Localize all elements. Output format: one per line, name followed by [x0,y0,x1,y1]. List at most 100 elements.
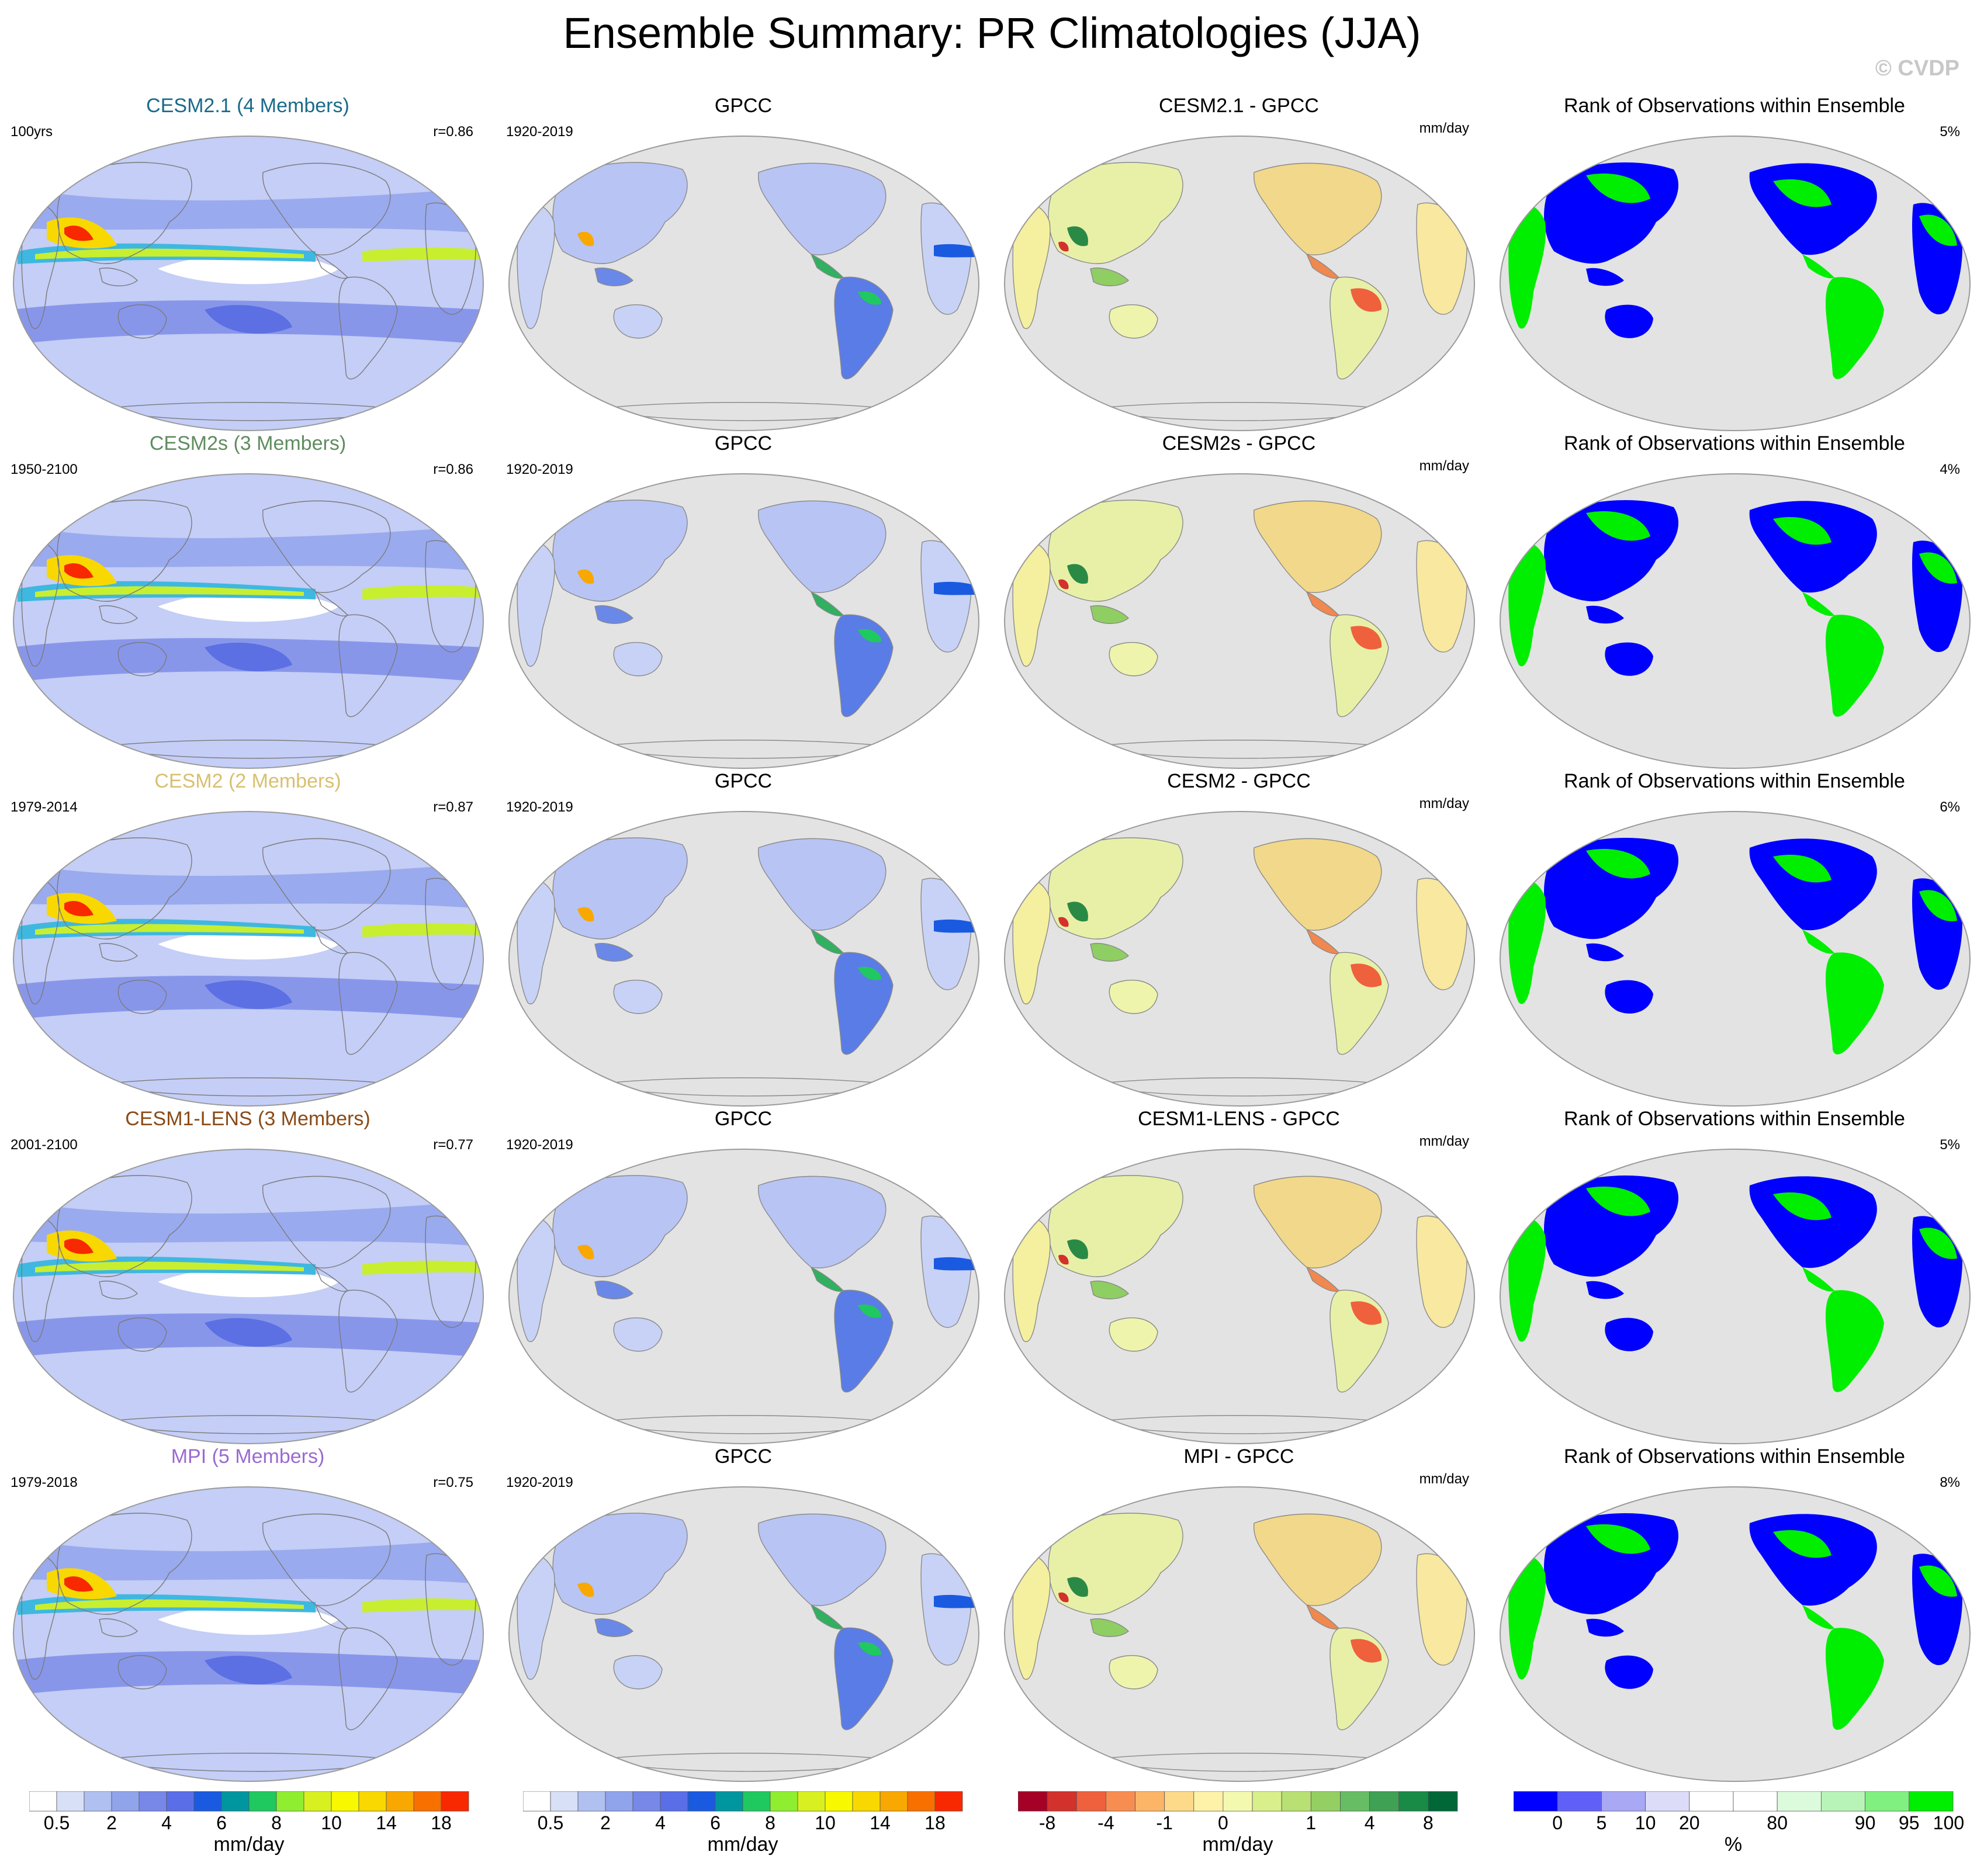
rank-green-na [1773,179,1831,207]
band-midlat-north [13,187,483,234]
colorbar-tick-label: 4 [655,1812,666,1833]
land-australia [1605,1655,1653,1689]
land-europeAfrica [517,202,555,330]
land-asia [1544,162,1679,264]
globe-outline [1500,1486,1971,1782]
diff-dry-amazon [1351,1301,1382,1325]
diff-dry-amazon [1351,626,1382,650]
colorbar-swatches [523,1791,963,1812]
land-northAmerica [1253,1513,1382,1606]
diff-title: CESM2s - GPCC [1162,432,1316,455]
colorbar-swatch [1135,1791,1165,1812]
correlation-label: r=0.86 [433,462,473,477]
land-australia [117,304,167,339]
land-southAmerica [338,1627,398,1731]
obs-globe-map [508,473,979,769]
band-south-pacific [205,1655,292,1685]
colorbar-swatches [1018,1791,1458,1812]
land-northAmerica [757,162,887,255]
land-antarctica [1090,402,1389,421]
land-australia [1109,1317,1158,1352]
colorbar-swatch [221,1791,250,1812]
land-europeAfrica [517,1552,555,1680]
colorbar-tick-label: 0 [1552,1812,1563,1833]
obs-title: GPCC [714,770,773,792]
figure-title: Ensemble Summary: PR Climatologies (JJA) [563,9,1421,57]
colorbar-tick-label: 100 [1933,1812,1965,1833]
land-europeAfrica [1508,878,1546,1004]
rank-green-siberia [1586,1186,1650,1216]
colorbar-tick-label: 1 [1306,1812,1317,1833]
colorbar-swatch [825,1791,853,1812]
period-label: 1920-2019 [506,124,573,140]
unit-label: mm/day [1419,796,1469,812]
rank-green-siberia [1586,173,1650,203]
atlantic-obs [934,1594,978,1608]
land-europeAfrica [1508,540,1546,667]
rank-globe-map [1500,473,1971,769]
land-northAmerica [1253,500,1382,593]
atlantic-obs [934,581,978,595]
diff-dry-amazon [1351,288,1382,312]
land-northAmerica [262,1175,391,1268]
panel-obs-row3: GPCC 1920-2019 [496,770,991,1108]
colorbar-tick-label: 4 [161,1812,172,1833]
colorbar-swatch [1223,1791,1253,1812]
colorbar-swatch [1076,1791,1106,1812]
panel-rank-row2: Rank of Observations within Ensemble 4% [1487,432,1982,770]
colorbar-swatch [303,1791,332,1812]
rank-green-na [1773,516,1831,545]
land-maritime [594,605,634,624]
colorbar-swatch [880,1791,908,1812]
panel-obs-row4: GPCC 1920-2019 [496,1108,991,1445]
land-australia [117,641,167,677]
obs-title: GPCC [714,1108,773,1130]
band-south-pacific [205,980,292,1010]
period-label: 1979-2018 [11,1475,78,1490]
amazon-obs [858,1304,881,1318]
itcz-atlantic [362,585,482,599]
colorbar-swatch [331,1791,359,1812]
diff-globe-map [1004,811,1475,1107]
panel-model-row3: CESM2 (2 Members) 1979-2014 r=0.87 [0,770,496,1108]
land-southAmerica [1826,1628,1884,1730]
land-southAmerica [1826,952,1884,1055]
diff-globe-map [1004,136,1475,431]
diff-title: MPI - GPCC [1183,1445,1294,1468]
land-centralAm [1802,1267,1834,1292]
band-midlat-north [13,862,483,909]
rank-green-siberia [1586,848,1650,879]
amazon-obs [858,629,881,643]
diff-dry-asia [1058,1254,1069,1265]
land-northAmerica [1253,838,1382,931]
period-label: 2001-2100 [11,1137,78,1153]
model-title: CESM2.1 (4 Members) [146,95,349,117]
land-antarctica [1586,1415,1884,1434]
monsoon-obs [577,1244,594,1260]
colorbar-swatch [1909,1791,1954,1812]
land-northAmerica [757,1175,887,1268]
colorbar-unit-label: % [1724,1833,1743,1856]
model-globe-map [13,136,484,431]
land-southAmerica [1826,277,1884,379]
colorbar-swatch [29,1791,57,1812]
land-maritime [1090,1618,1130,1637]
cvdp-copyright: © CVDP [1875,56,1959,81]
colorbar-tick-label: 0.5 [43,1812,70,1833]
land-europeAfrica [1508,202,1546,329]
colorbar-swatch [577,1791,606,1812]
colorbar-tick-label: 4 [1364,1812,1375,1833]
land-europeAfrica [1012,539,1051,667]
land-maritime [594,1618,634,1637]
land-northAmerica [1253,1175,1382,1268]
land-antarctica [1586,1077,1884,1096]
land-maritime [99,605,139,624]
colorbar-swatch [441,1791,469,1812]
band-midlat-north [13,525,483,571]
panel-rank-row5: Rank of Observations within Ensemble 8% [1487,1445,1982,1783]
model-globe-map [13,473,484,769]
land-southAmerica [1826,1290,1884,1392]
land-asia [1544,838,1679,939]
monsoon-obs [577,1582,594,1597]
band-midlat-north [13,1200,483,1247]
